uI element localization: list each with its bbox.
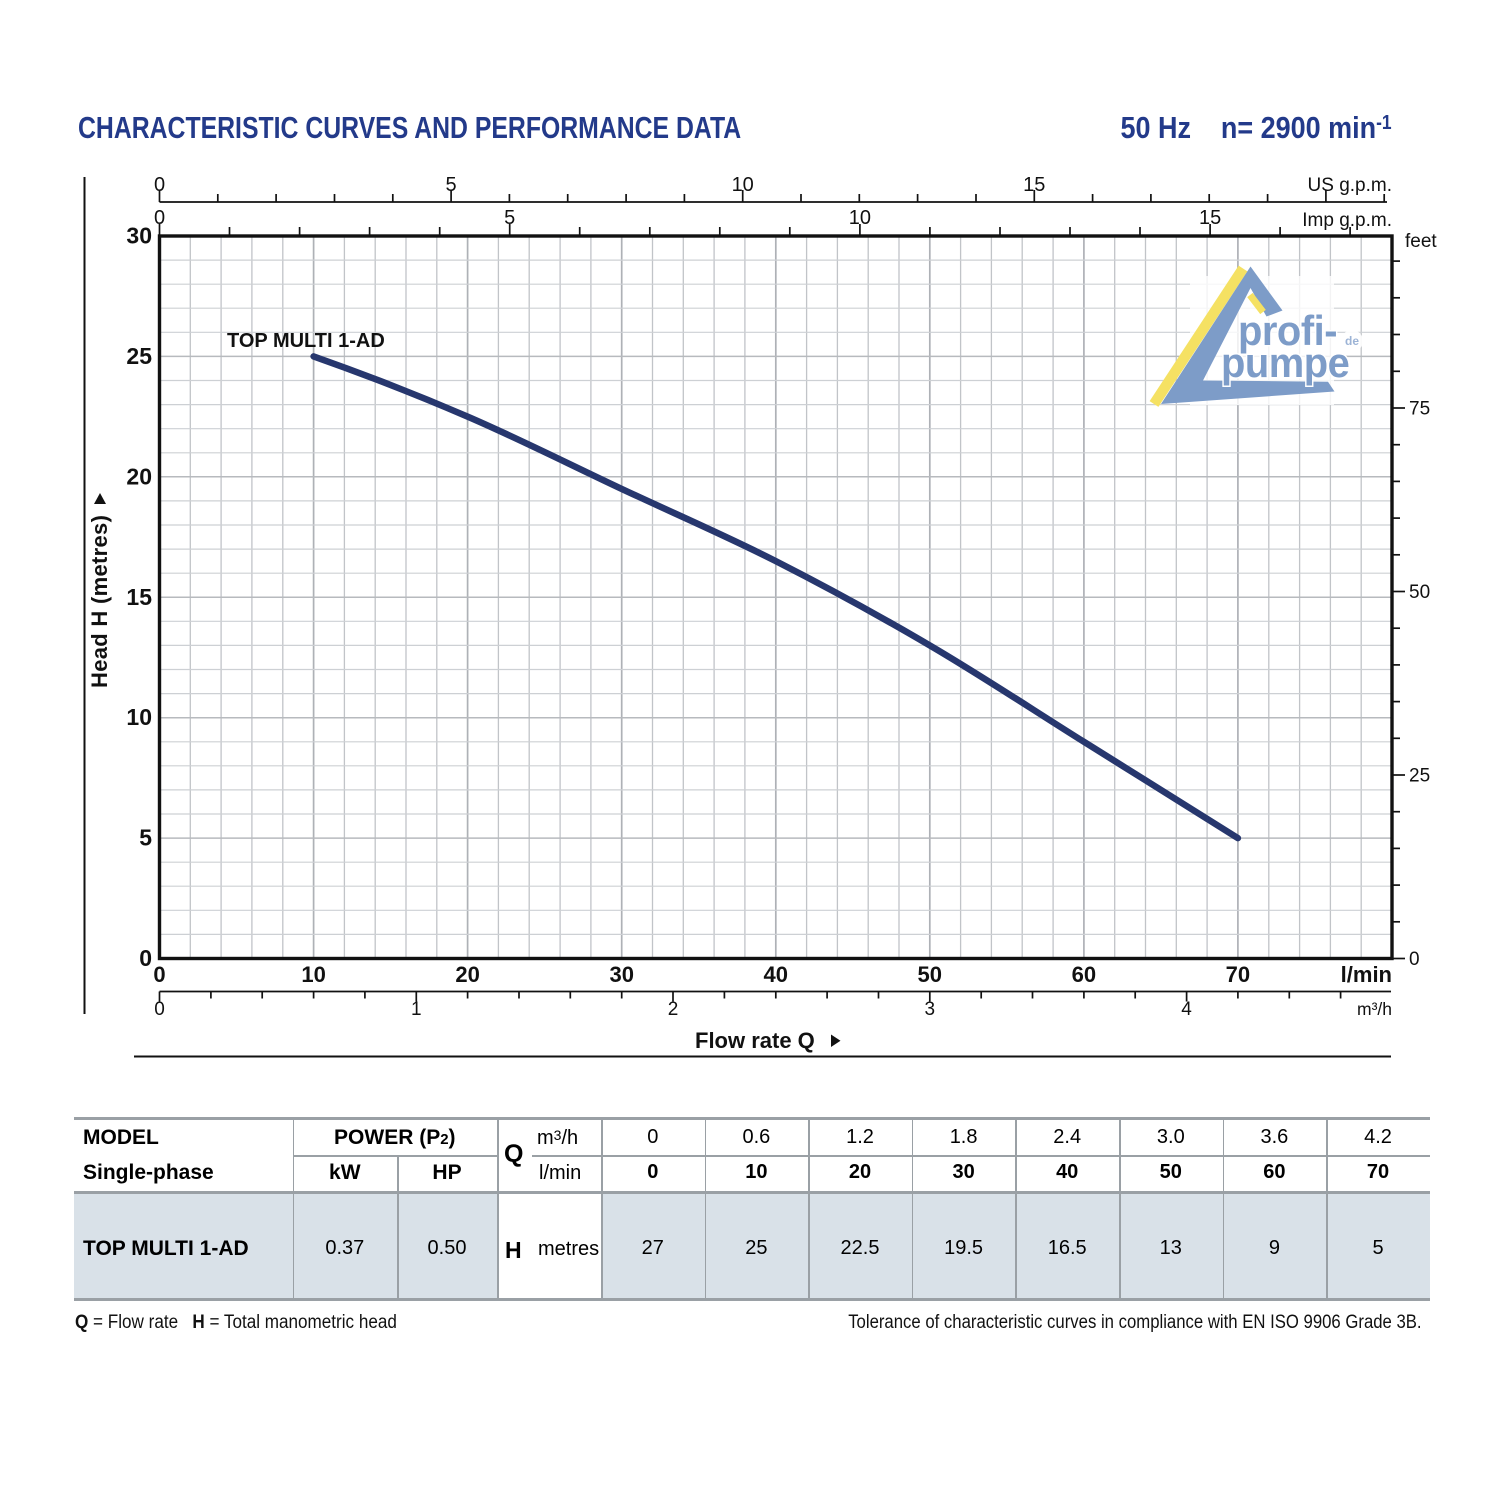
svg-text:4: 4 [1181, 999, 1192, 1020]
svg-text:50: 50 [918, 962, 942, 987]
svg-text:5: 5 [504, 207, 515, 229]
svg-text:5: 5 [446, 174, 457, 196]
svg-text:l/min: l/min [1341, 962, 1392, 987]
svg-text:50: 50 [1409, 582, 1430, 603]
svg-text:0: 0 [154, 174, 165, 196]
svg-text:10: 10 [126, 704, 152, 730]
svg-text:Imp g.p.m.: Imp g.p.m. [1302, 210, 1392, 231]
svg-text:20: 20 [126, 463, 152, 489]
svg-text:Flow rate Q: Flow rate Q [695, 1028, 815, 1053]
svg-text:60: 60 [1072, 962, 1096, 987]
svg-text:30: 30 [126, 223, 152, 249]
svg-text:0: 0 [154, 999, 165, 1020]
svg-text:1: 1 [411, 999, 422, 1020]
svg-text:10: 10 [849, 207, 871, 229]
svg-text:de: de [1345, 334, 1359, 348]
svg-text:5: 5 [139, 825, 152, 851]
svg-text:10: 10 [301, 962, 325, 987]
svg-text:pumpe: pumpe [1221, 339, 1349, 386]
svg-text:0: 0 [139, 945, 152, 971]
svg-text:Head H (metres): Head H (metres) [87, 515, 112, 688]
svg-text:15: 15 [1023, 174, 1045, 196]
svg-text:10: 10 [732, 174, 754, 196]
svg-text:3: 3 [925, 999, 936, 1020]
svg-text:15: 15 [1199, 207, 1221, 229]
svg-text:2: 2 [668, 999, 679, 1020]
svg-text:0: 0 [1409, 949, 1420, 970]
svg-text:US g.p.m.: US g.p.m. [1308, 175, 1392, 196]
svg-text:0: 0 [153, 962, 165, 987]
svg-text:20: 20 [455, 962, 479, 987]
svg-text:25: 25 [1409, 766, 1430, 787]
svg-text:profi-: profi- [1238, 307, 1337, 354]
svg-text:feet: feet [1405, 231, 1437, 252]
svg-text:TOP MULTI 1-AD: TOP MULTI 1-AD [227, 330, 385, 352]
svg-text:40: 40 [764, 962, 788, 987]
svg-text:75: 75 [1409, 399, 1430, 420]
svg-text:25: 25 [126, 343, 152, 369]
svg-text:15: 15 [126, 584, 152, 610]
svg-text:0: 0 [154, 207, 165, 229]
svg-text:70: 70 [1226, 962, 1250, 987]
svg-text:m³/h: m³/h [1357, 999, 1392, 1019]
svg-text:30: 30 [609, 962, 633, 987]
